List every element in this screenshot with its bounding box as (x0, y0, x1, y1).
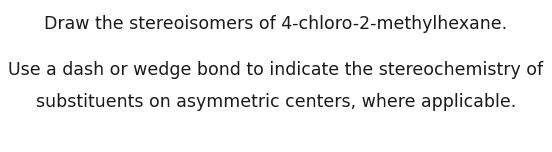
Text: Use a dash or wedge bond to indicate the stereochemistry of: Use a dash or wedge bond to indicate the… (8, 61, 544, 79)
Text: Draw the stereoisomers of 4-chloro-2-methylhexane.: Draw the stereoisomers of 4-chloro-2-met… (45, 15, 507, 33)
Text: substituents on asymmetric centers, where applicable.: substituents on asymmetric centers, wher… (36, 93, 516, 111)
